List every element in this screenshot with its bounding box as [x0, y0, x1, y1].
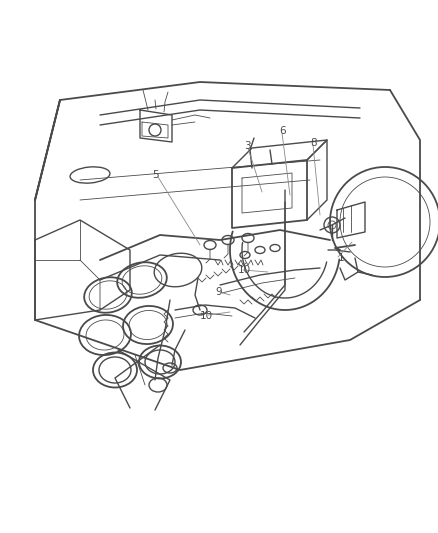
Text: 3: 3 — [244, 141, 251, 151]
Text: 6: 6 — [279, 126, 286, 136]
Text: 10: 10 — [238, 265, 251, 275]
Text: 8: 8 — [310, 138, 317, 148]
Text: 9: 9 — [215, 287, 222, 297]
Text: 10: 10 — [200, 311, 213, 321]
Text: 5: 5 — [152, 170, 159, 180]
Text: 1: 1 — [338, 253, 345, 263]
